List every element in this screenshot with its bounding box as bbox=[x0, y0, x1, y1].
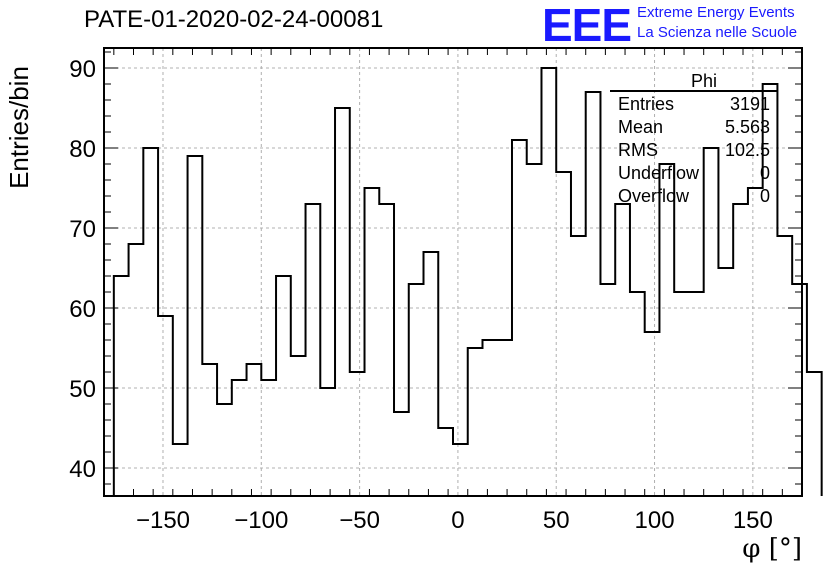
histogram-bin bbox=[129, 244, 144, 496]
histogram-bin bbox=[173, 444, 188, 496]
y-tick-label: 50 bbox=[69, 376, 96, 403]
histogram-bin bbox=[409, 284, 424, 496]
stats-row-label: RMS bbox=[618, 140, 658, 160]
histogram-bin bbox=[556, 172, 571, 496]
histogram-bin bbox=[143, 148, 158, 496]
y-tick-label: 40 bbox=[69, 456, 96, 483]
histogram-bin bbox=[350, 372, 365, 496]
histogram-bin bbox=[586, 92, 601, 496]
histogram-bin bbox=[114, 276, 129, 496]
histogram-bin bbox=[306, 204, 321, 496]
histogram-bin bbox=[232, 380, 247, 496]
histogram-bin bbox=[188, 156, 203, 496]
histogram-bin bbox=[718, 268, 733, 496]
y-tick-label: 90 bbox=[69, 56, 96, 83]
x-tick-label: 50 bbox=[543, 507, 570, 534]
histogram-bin bbox=[645, 332, 660, 496]
histogram-bin bbox=[659, 164, 674, 496]
stats-box: Phi Entries 3191 Mean 5.563 RMS 102.5 Underflow… bbox=[610, 71, 778, 206]
histogram-bin bbox=[335, 108, 350, 496]
histogram-bin bbox=[792, 284, 807, 496]
histogram-bin bbox=[777, 236, 792, 496]
histogram-bin bbox=[276, 276, 291, 496]
histogram-outline bbox=[112, 67, 823, 496]
histogram-bin bbox=[453, 444, 468, 496]
plot-frame bbox=[103, 47, 803, 497]
histogram-bin bbox=[615, 204, 630, 496]
eee-logo: EEE bbox=[542, 0, 632, 51]
stats-row-label: Mean bbox=[618, 117, 663, 137]
logo-line-2: La Scienza nelle Scuole bbox=[637, 24, 798, 41]
histogram-bin bbox=[571, 236, 586, 496]
histogram-bin bbox=[468, 348, 483, 496]
x-tick-label: −50 bbox=[339, 507, 380, 534]
plot-border bbox=[103, 47, 803, 497]
stats-row-value: 5.563 bbox=[725, 117, 770, 137]
histogram-bin bbox=[438, 428, 453, 496]
histogram-bin bbox=[365, 188, 380, 496]
stats-row-value: 0 bbox=[760, 186, 770, 206]
histogram-bin bbox=[247, 364, 262, 496]
stats-row-label: Overflow bbox=[618, 186, 690, 206]
stats-row-value: 0 bbox=[760, 163, 770, 183]
x-axis-label: φ [°] bbox=[742, 534, 802, 564]
stats-box-name: Phi bbox=[691, 71, 717, 91]
histogram-bin bbox=[807, 372, 822, 496]
histogram-bin bbox=[748, 188, 763, 496]
histogram-bin bbox=[158, 316, 173, 496]
histogram-bin bbox=[217, 404, 232, 496]
histogram-bin bbox=[497, 340, 512, 496]
histogram-bin bbox=[630, 292, 645, 496]
y-axis-label: Entries/bin bbox=[3, 66, 34, 189]
x-tick-label: −150 bbox=[136, 507, 190, 534]
histogram-bin bbox=[291, 356, 306, 496]
x-tick-label: 100 bbox=[635, 507, 675, 534]
chart-title: PATE-01-2020-02-24-00081 bbox=[84, 6, 384, 33]
histogram-series bbox=[112, 67, 823, 496]
axis-ticks bbox=[104, 48, 803, 496]
stats-row-value: 102.5 bbox=[725, 140, 770, 160]
y-tick-label: 70 bbox=[69, 216, 96, 243]
histogram-bin bbox=[541, 68, 556, 496]
y-tick-label: 80 bbox=[69, 136, 96, 163]
y-tick-label: 60 bbox=[69, 296, 96, 323]
histogram-bin bbox=[482, 340, 497, 496]
histogram-bin bbox=[527, 164, 542, 496]
histogram-bin bbox=[379, 204, 394, 496]
histogram-bin bbox=[733, 204, 748, 496]
histogram-bin bbox=[394, 412, 409, 496]
x-tick-label: −100 bbox=[234, 507, 288, 534]
histogram-bin bbox=[600, 284, 615, 496]
histogram-bin bbox=[320, 388, 335, 496]
tick-labels: −150 −100 −50 0 50 100 150 40 50 60 70 80 90 bbox=[69, 56, 773, 534]
logo-line-1: Extreme Energy Events bbox=[637, 4, 795, 21]
histogram-bin bbox=[261, 380, 276, 496]
stats-row-label: Entries bbox=[618, 94, 674, 114]
histogram-bin bbox=[704, 148, 719, 496]
x-tick-label: 0 bbox=[451, 507, 464, 534]
histogram-bin bbox=[674, 292, 689, 496]
histogram-bin bbox=[424, 252, 439, 496]
logo-caption: Extreme Energy Events La Scienza nelle S… bbox=[637, 3, 797, 43]
histogram-bin bbox=[512, 140, 527, 496]
histogram-bin bbox=[202, 364, 217, 496]
stats-row-value: 3191 bbox=[730, 94, 770, 114]
stats-row-label: Underflow bbox=[618, 163, 700, 183]
histogram-bin bbox=[689, 292, 704, 496]
x-tick-label: 150 bbox=[733, 507, 773, 534]
